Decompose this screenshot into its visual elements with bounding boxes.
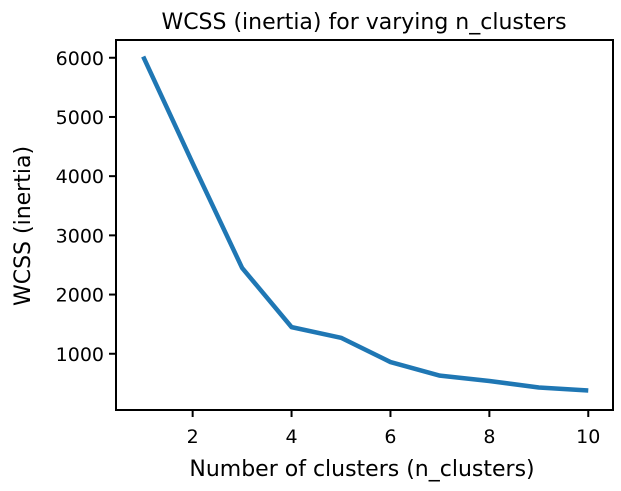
x-tick-label: 4 [286,426,298,448]
plot-frame [115,39,614,411]
x-axis-label: Number of clusters (n_clusters) [189,457,534,482]
y-tick-label: 5000 [56,107,104,129]
y-axis-ticks: 1000 2000 3000 4000 5000 6000 [56,48,116,366]
y-axis-label: WCSS (inertia) [11,146,36,306]
y-tick-label: 2000 [56,285,104,307]
x-tick-label: 8 [483,426,495,448]
x-axis-ticks: 2 4 6 8 10 [187,410,600,448]
y-tick-label: 6000 [56,48,104,70]
y-tick-label: 4000 [56,166,104,188]
y-tick-label: 3000 [56,225,104,247]
x-tick-label: 10 [576,426,600,448]
x-tick-label: 2 [187,426,199,448]
series-line-0 [141,55,589,393]
y-tick-label: 1000 [56,344,104,366]
series-layer [141,55,589,393]
chart-title: WCSS (inertia) for varying n_clusters [161,10,566,35]
x-tick-label: 6 [384,426,396,448]
